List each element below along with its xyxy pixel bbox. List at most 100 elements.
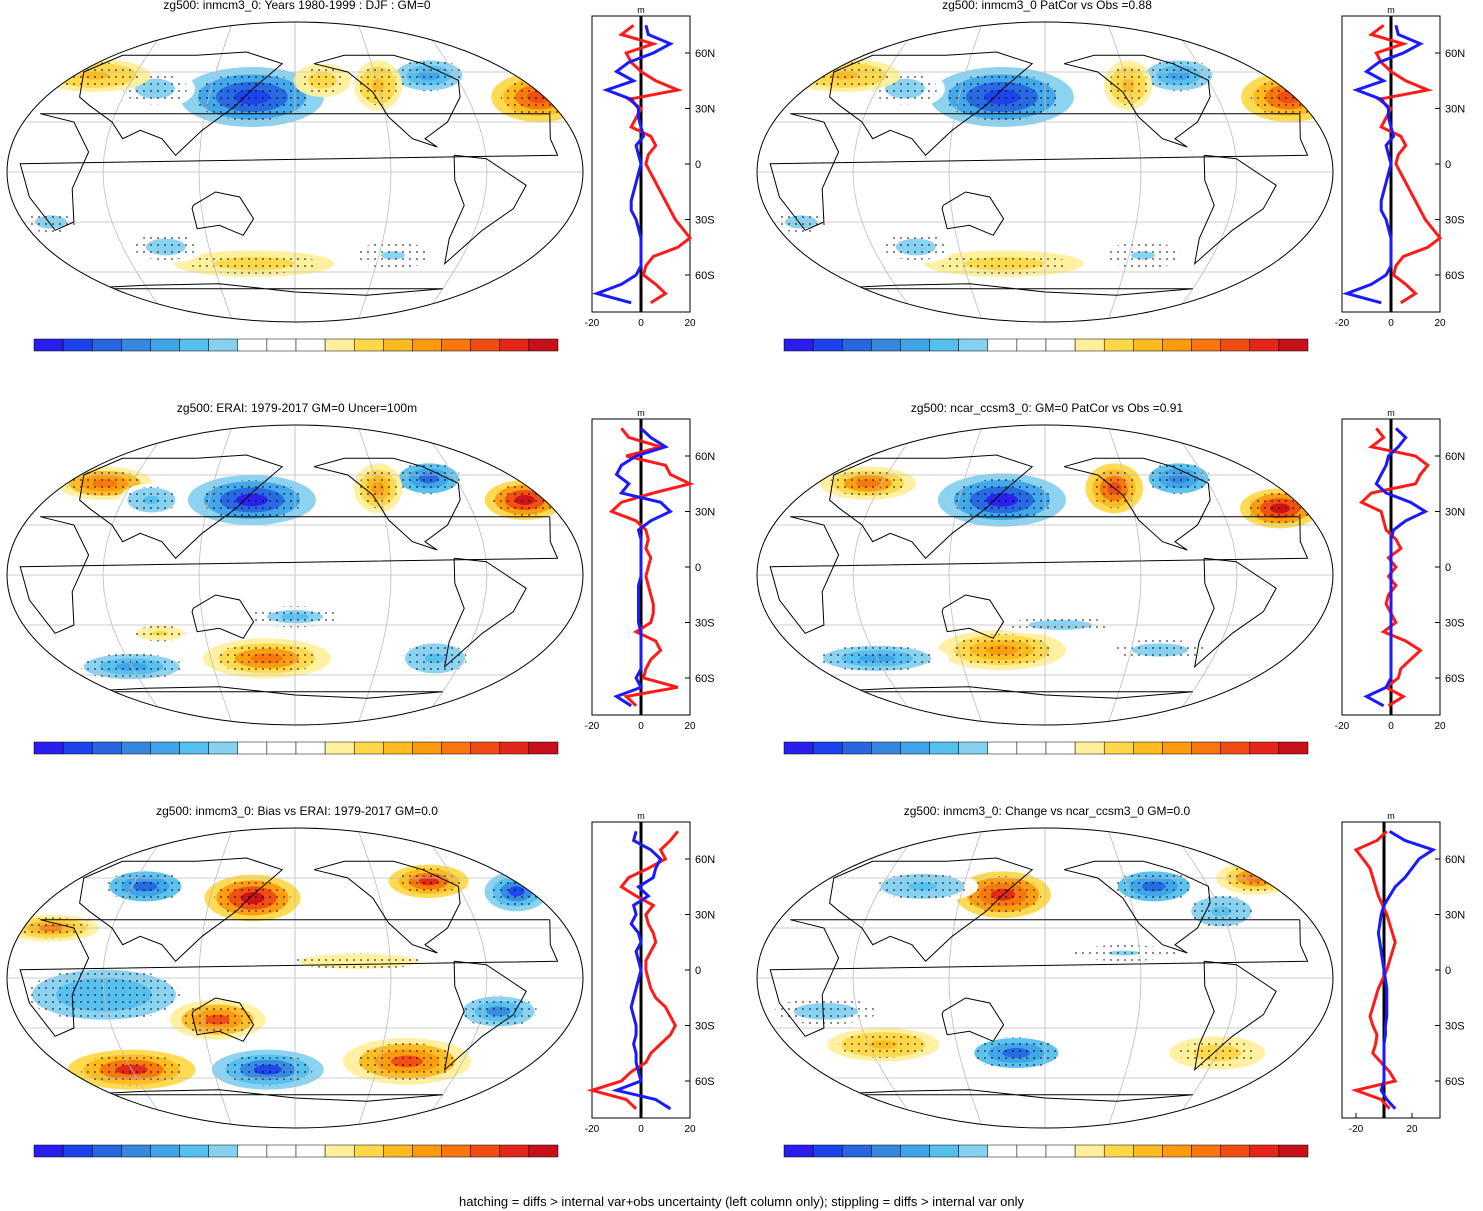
colorbar-box [783, 741, 814, 755]
lat-tick-label: 30S [1445, 215, 1465, 227]
stippling [294, 953, 423, 970]
colorbar-box [841, 338, 872, 352]
colorbar-tick-label: -60 [953, 758, 976, 760]
colorbar-box [499, 338, 530, 352]
coastline [829, 51, 1034, 157]
stippling [355, 1042, 459, 1080]
colorbar-box [1016, 741, 1047, 755]
colorbar-tick-label: 30 [1078, 758, 1096, 760]
stippling [1104, 242, 1182, 269]
colorbar-box [1249, 741, 1280, 755]
colorbar-tick-label: 0 [1042, 758, 1051, 760]
x-tick-label: -20 [1335, 721, 1350, 732]
lat-tick-label: 30S [1445, 618, 1465, 630]
lat-tick-label: 30N [1445, 104, 1465, 116]
lat-tick-label: 60N [1445, 854, 1465, 866]
coastline [829, 454, 1034, 560]
colorbar-box [1191, 741, 1221, 755]
red-profile-line [1368, 24, 1443, 305]
colorbar-tick-label: -150 [826, 355, 858, 357]
coastline [769, 113, 1309, 231]
colorbar-tick-label: 0 [1042, 1161, 1051, 1163]
lat-tick-label: 60N [695, 48, 715, 60]
stippling [106, 870, 184, 903]
stippling [134, 625, 186, 642]
lat-tick-label: 60S [1445, 270, 1465, 282]
colorbar-tick-label: 30 [1078, 355, 1096, 357]
map: -150 -120 -90 -60 -30 0 30 60 90 120 150 [6, 424, 584, 760]
colorbar-box [1074, 741, 1105, 755]
colorbar-tick-label: -10 [203, 1161, 226, 1163]
meridian-line [948, 425, 983, 725]
coastline [1193, 960, 1277, 1072]
colorbar-tick-label: 60 [369, 355, 387, 357]
colorbar-tick-label: -30 [244, 758, 267, 760]
stippling [500, 77, 578, 117]
colorbar-tick-label: 60 [1119, 758, 1137, 760]
lat-tick-label: 60S [695, 1076, 715, 1088]
profile-unit-label: m [1387, 811, 1395, 821]
x-tick-label: -20 [1335, 318, 1350, 329]
stippling [194, 73, 310, 121]
colorbar-box [958, 1144, 989, 1158]
map-field [757, 828, 1333, 1128]
coastline [79, 857, 284, 963]
colorbar-box [208, 1144, 239, 1158]
colorbar-box [929, 1144, 959, 1158]
colorbar-box [929, 338, 959, 352]
lat-tick-label: 60N [1445, 451, 1465, 463]
colorbar-tick-label: -70 [81, 1161, 104, 1163]
panel-title: zg500: ncar_ccsm3_0: GM=0 PatCor vs Obs … [910, 401, 1184, 415]
meridian-line [948, 22, 983, 322]
colorbar-box [412, 338, 442, 352]
meridian-line [1107, 828, 1142, 1128]
colorbar-box [121, 1144, 151, 1158]
graticule [757, 828, 1333, 1128]
colorbar-box [91, 1144, 122, 1158]
colorbar-box [1045, 338, 1076, 352]
colorbar-box [441, 338, 471, 352]
colorbar-tick-label: -90 [162, 758, 185, 760]
meridian-line [102, 22, 171, 322]
panel-3: zg500: ERAI: 1979-2017 GM=0 Uncer=100m -… [2, 401, 742, 805]
colorbar-box [812, 338, 843, 352]
lat-tick-label: 30S [695, 618, 715, 630]
colorbar-tick-label: -150 [826, 758, 858, 760]
coastline [313, 457, 461, 551]
colorbar-tick-label: 30 [328, 758, 346, 760]
colorbar-box [150, 338, 180, 352]
lat-tick-label: 60S [695, 673, 715, 685]
colorbar-box [987, 741, 1018, 755]
map-border [6, 424, 584, 726]
stippling [1142, 59, 1215, 92]
stippling [200, 480, 304, 520]
colorbar-box [266, 338, 297, 352]
map-field [7, 425, 583, 725]
x-tick-label: 20 [684, 318, 696, 329]
colorbar-tick-label: -120 [867, 355, 899, 357]
colorbar-tick-label: 40 [1119, 1161, 1137, 1163]
meridian-line [357, 425, 392, 725]
stippling [971, 1037, 1062, 1069]
stippling [66, 470, 143, 497]
zonal-profile: m 60N 30N 0 30S 60S -20 0 20 [1335, 408, 1465, 732]
colorbar-box [900, 1144, 930, 1158]
stippling [190, 253, 319, 275]
colorbar-tick-label: 20 [1078, 1161, 1096, 1163]
colorbar-box [470, 338, 501, 352]
x-tick-label: 0 [638, 1124, 644, 1135]
colorbar-box [499, 741, 530, 755]
coastline [443, 557, 527, 669]
map-background [757, 425, 1333, 725]
colorbar-tick-label: 70 [491, 1161, 509, 1163]
lat-tick-label: 60N [695, 854, 715, 866]
lat-tick-label: 0 [695, 562, 701, 574]
stippling [396, 868, 461, 895]
colorbar-box [871, 741, 901, 755]
map-border [756, 21, 1334, 323]
stippling [883, 233, 948, 261]
map-field [7, 22, 583, 322]
colorbar-box [62, 338, 93, 352]
colorbar-box [528, 741, 559, 755]
panel-6: zg500: inmcm3_0: Change vs ncar_ccsm3_0 … [752, 804, 1483, 1208]
